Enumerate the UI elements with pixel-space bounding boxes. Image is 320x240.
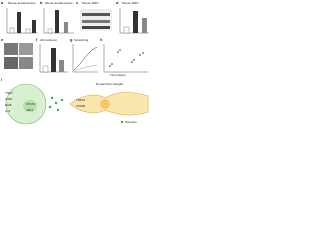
bar <box>64 22 68 33</box>
bar <box>51 48 56 72</box>
letter: h <box>100 37 103 42</box>
ganglia-label: Dorsal Root Ganglia <box>96 82 123 86</box>
panel-title: Mouse keratinocytes <box>45 1 73 5</box>
middle-row: Itch behavior Scratching Time (days) <box>4 38 148 77</box>
receptor-label: OSMR <box>76 104 86 108</box>
panel-title: Mouse keratinocytes <box>8 1 36 5</box>
bar <box>133 11 138 33</box>
legend-dot <box>120 120 124 124</box>
bar <box>42 65 49 73</box>
cell-label: HGB <box>5 103 12 107</box>
top-row: Mouse keratinocytes Mouse keratinocytes … <box>6 1 149 34</box>
bar <box>123 26 130 34</box>
soma <box>100 99 110 109</box>
itch-label: Periostin <box>125 120 137 124</box>
stat-label: STAT3 <box>26 102 35 106</box>
axes <box>39 44 148 73</box>
scatter <box>109 49 144 67</box>
letter: a <box>1 0 4 5</box>
cell-label: OSM <box>5 97 12 101</box>
blot-band <box>82 26 110 29</box>
photo <box>4 43 18 55</box>
letter: c <box>76 0 79 5</box>
cell-label: TSLP <box>5 91 13 95</box>
cell-label: IL-6 <box>5 109 11 113</box>
bar <box>47 28 53 34</box>
letter: d <box>116 0 119 5</box>
panel-title: Itch behavior <box>40 38 57 42</box>
nucleus <box>23 100 37 112</box>
blot-band <box>82 13 110 16</box>
jak-label: JAK2 <box>26 108 34 112</box>
line <box>73 46 98 71</box>
bar <box>142 18 147 33</box>
bar <box>25 28 31 34</box>
panel-title: Mouse DRG <box>82 1 99 5</box>
panel-title: Scratching <box>74 38 89 42</box>
photo <box>19 57 33 69</box>
photo <box>4 57 18 69</box>
letter: g <box>70 37 73 42</box>
axis-label: Time (days) <box>110 73 126 77</box>
blot-band <box>82 20 110 23</box>
letter: i <box>1 77 2 82</box>
panel-title: Mouse DRG <box>122 1 139 5</box>
photo <box>19 43 33 55</box>
line <box>73 64 98 72</box>
figure: a b c d e f g h i Mouse keratinocytes Mo… <box>1 0 149 125</box>
letter: e <box>1 37 4 42</box>
letter: b <box>40 0 43 5</box>
bar <box>17 12 21 33</box>
receptor-label: TRPA1 <box>76 98 86 102</box>
secreted-dots <box>48 96 64 112</box>
diagram: TSLP OSM HGB IL-6 STAT3 JAK2 Dorsal Root… <box>5 82 149 125</box>
panel-letters: a b c d e f g h i <box>1 0 119 82</box>
bar <box>32 20 36 33</box>
bar <box>59 60 64 72</box>
bar <box>9 27 15 34</box>
letter: f <box>36 37 38 42</box>
bar <box>55 10 59 33</box>
